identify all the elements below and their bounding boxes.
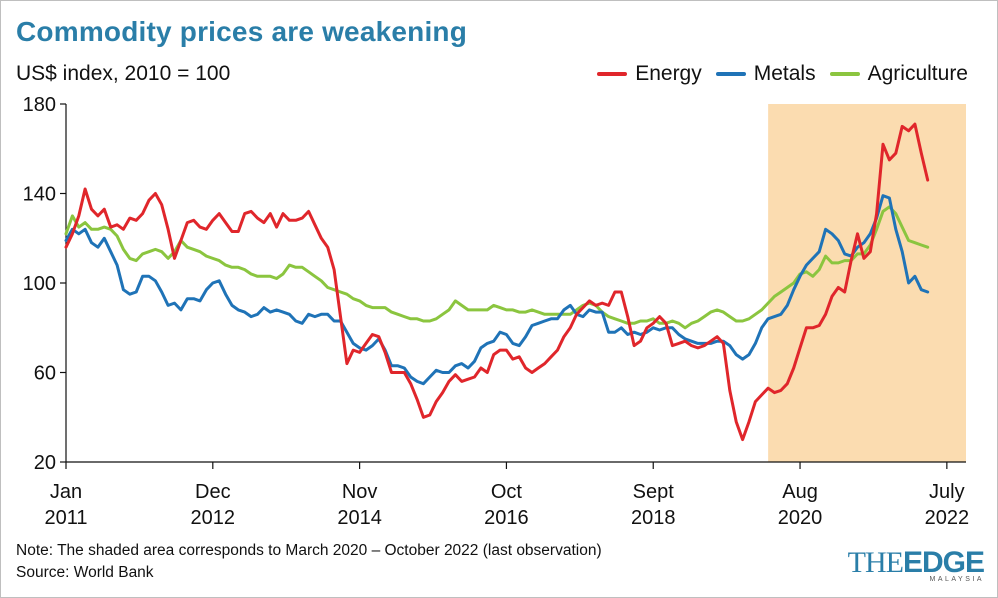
x-tick-label-year: 2018 bbox=[631, 507, 676, 529]
x-tick-label: Aug bbox=[782, 481, 818, 503]
legend-swatch-metals bbox=[715, 72, 746, 76]
logo-wordmark: THEEDGE bbox=[847, 546, 985, 579]
x-tick-label: Oct bbox=[491, 481, 523, 503]
x-tick-label: Dec bbox=[195, 481, 231, 503]
legend-swatch-energy bbox=[597, 72, 628, 76]
legend-label-energy: Energy bbox=[635, 62, 702, 85]
legend-item-energy: Energy bbox=[597, 62, 702, 86]
y-tick-label: 20 bbox=[34, 452, 56, 474]
y-tick-label: 180 bbox=[23, 94, 56, 116]
legend-label-agriculture: Agriculture bbox=[867, 62, 968, 85]
chart-title: Commodity prices are weakening bbox=[16, 16, 468, 47]
x-tick-label-year: 2012 bbox=[191, 507, 236, 529]
x-tick-label-year: 2016 bbox=[484, 507, 529, 529]
series-line-energy bbox=[64, 122, 930, 442]
legend-label-metals: Metals bbox=[753, 62, 816, 85]
x-tick-label-year: 2022 bbox=[925, 507, 970, 529]
logo-edge: EDGE bbox=[902, 546, 985, 579]
y-tick-label: 60 bbox=[34, 363, 56, 385]
y-tick-label: 100 bbox=[23, 273, 56, 295]
legend: Energy Metals Agriculture bbox=[597, 62, 968, 86]
y-tick-label: 140 bbox=[23, 184, 56, 206]
legend-swatch-agriculture bbox=[829, 72, 860, 76]
legend-item-metals: Metals bbox=[715, 62, 816, 86]
x-tick-label-year: 2011 bbox=[44, 507, 87, 529]
series-line-agriculture bbox=[64, 205, 930, 330]
legend-item-agriculture: Agriculture bbox=[829, 62, 968, 86]
logo-the: THE bbox=[847, 546, 904, 579]
series-line-metals bbox=[64, 194, 930, 386]
source-text: Source: World Bank bbox=[16, 564, 154, 581]
x-tick-label-year: 2014 bbox=[337, 507, 382, 529]
x-tick-label: July bbox=[929, 481, 965, 503]
x-tick-label-year: 2020 bbox=[778, 507, 823, 529]
note-text: Note: The shaded area corresponds to Mar… bbox=[16, 542, 602, 559]
the-edge-logo: THEEDGE MALAYSIA bbox=[847, 546, 985, 584]
notes: Note: The shaded area corresponds to Mar… bbox=[16, 540, 602, 584]
x-tick-label: Nov bbox=[342, 481, 378, 503]
shaded-area bbox=[768, 104, 966, 462]
x-tick-label: Sept bbox=[633, 481, 675, 503]
logo-subtitle: MALAYSIA bbox=[929, 576, 984, 583]
y-axis-unit-label: US$ index, 2010 = 100 bbox=[16, 62, 231, 85]
x-tick-label: Jan bbox=[50, 481, 82, 503]
